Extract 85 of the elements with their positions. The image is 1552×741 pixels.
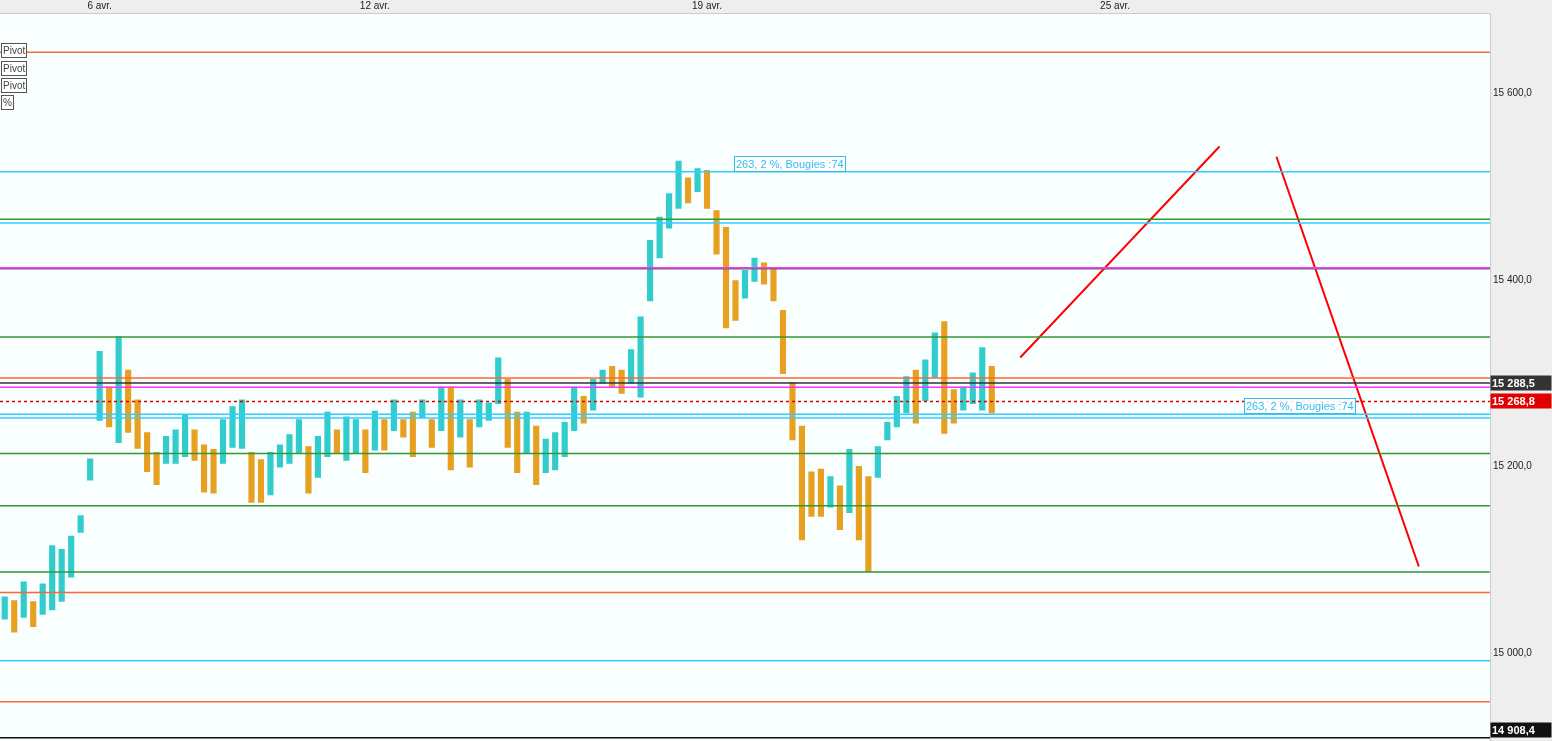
candlestick — [172, 429, 179, 464]
candlestick — [30, 601, 37, 627]
candlestick — [514, 411, 521, 473]
candlestick — [20, 581, 27, 618]
candlestick — [447, 386, 454, 471]
candlestick — [276, 444, 284, 468]
candlestick — [827, 476, 834, 508]
y-tick-label: 15 600,0 — [1493, 86, 1533, 98]
candlestick — [466, 419, 473, 468]
candlestick — [163, 436, 170, 464]
candlestick — [68, 535, 75, 578]
candlestick — [153, 451, 160, 486]
candlestick — [428, 419, 435, 448]
candlestick — [836, 485, 843, 530]
candlestick — [874, 446, 881, 478]
candlestick — [314, 436, 322, 478]
candlestick — [200, 444, 208, 493]
candlestick — [352, 419, 359, 454]
x-tick-label: 6 avr. — [87, 0, 112, 11]
candlestick — [381, 419, 388, 451]
candlestick — [779, 310, 787, 375]
candlestick — [561, 422, 568, 458]
ref-line-label: 15 268,8 — [1492, 395, 1535, 407]
candlestick — [191, 429, 198, 461]
candlestick — [49, 545, 56, 611]
ref-line-label: 14 908,4 — [1492, 724, 1536, 736]
candlestick — [11, 600, 18, 633]
candlestick — [533, 425, 540, 486]
candlestick — [333, 429, 340, 454]
candlestick — [267, 451, 274, 496]
candlestick — [257, 459, 265, 503]
candlestick — [1, 596, 8, 620]
candlestick — [884, 422, 891, 441]
candlestick — [324, 411, 331, 458]
candlestick — [362, 429, 369, 473]
candlestick — [722, 226, 730, 329]
candlestick — [295, 419, 303, 454]
y-tick-label: 15 000,0 — [1493, 646, 1533, 658]
annotation: Pivot — [3, 80, 26, 91]
annotation: Pivot — [3, 63, 26, 74]
candlestick — [134, 399, 141, 449]
candlestick — [371, 410, 378, 451]
candlestick — [798, 425, 806, 541]
x-tick-label: 25 avr. — [1100, 0, 1131, 11]
candlestick — [931, 332, 938, 378]
candlestick — [542, 438, 549, 473]
candlestick — [732, 280, 739, 321]
candlestick — [229, 406, 236, 448]
candlestick — [865, 476, 872, 572]
candlestick — [770, 267, 777, 302]
candlestick — [703, 170, 711, 209]
candlestick — [808, 471, 815, 517]
candlestick — [238, 399, 246, 449]
candlestick — [144, 432, 151, 473]
candlestick — [305, 446, 312, 494]
candlestick — [286, 434, 293, 464]
candlestick — [248, 451, 255, 503]
candlestick — [77, 515, 84, 533]
candlestick — [58, 548, 65, 602]
annotation: 263, 2 %, Bougies :74 — [1246, 400, 1354, 412]
candlestick — [684, 177, 692, 204]
candlestick — [950, 389, 957, 424]
x-tick-label: 19 avr. — [692, 0, 723, 11]
candlestick — [210, 449, 217, 494]
candlestick — [855, 465, 862, 541]
candlestick — [817, 468, 824, 517]
candlestick — [219, 419, 227, 464]
candlestick — [694, 168, 701, 193]
y-tick-label: 15 200,0 — [1493, 460, 1533, 472]
candlestick — [713, 210, 720, 255]
candlestick — [39, 583, 46, 615]
candlestick — [741, 269, 749, 299]
x-tick-label: 12 avr. — [359, 0, 390, 11]
candlestick — [552, 432, 559, 471]
annotation: Pivot — [3, 45, 26, 56]
candlestick — [675, 160, 682, 209]
candlestick — [400, 419, 407, 438]
annotation: 263, 2 %, Bougies :74 — [736, 158, 844, 170]
candlestick — [846, 449, 853, 514]
ref-line-label: 15 288,5 — [1492, 377, 1535, 389]
annotation: % — [3, 97, 12, 108]
candlestick — [343, 416, 350, 461]
candlestick — [87, 458, 94, 481]
candlestick — [647, 240, 654, 302]
y-tick-label: 15 400,0 — [1493, 273, 1533, 285]
